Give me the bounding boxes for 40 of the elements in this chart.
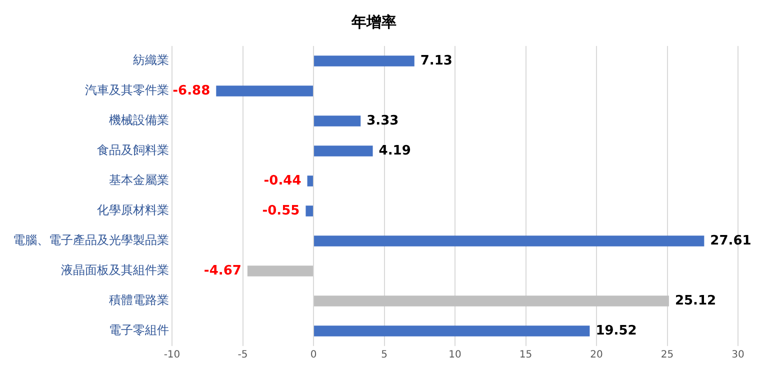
data-label: 7.13 [420, 53, 452, 68]
data-label: -6.88 [172, 83, 210, 98]
y-tick-label: 積體電路業 [109, 293, 169, 308]
data-label: 25.12 [674, 293, 716, 308]
bar [307, 176, 313, 186]
y-tick-label: 紡織業 [133, 53, 169, 68]
bar [314, 326, 590, 336]
y-tick-label: 液晶面板及其組件業 [61, 263, 169, 278]
bar [314, 116, 361, 126]
y-tick-label: 機械設備業 [109, 113, 169, 128]
bar [306, 206, 313, 216]
bar [314, 56, 414, 66]
bar [247, 266, 313, 276]
x-tick-label: 0 [310, 350, 317, 361]
x-tick-label: 20 [590, 350, 603, 361]
x-tick-label: 25 [660, 350, 674, 361]
y-tick-label: 化學原材料業 [97, 203, 169, 218]
bar [314, 146, 373, 156]
x-tick-label: -5 [238, 350, 248, 361]
x-tick-label: 5 [381, 350, 388, 361]
data-label: 3.33 [366, 113, 399, 128]
chart-title: 年增率 [350, 12, 396, 31]
x-tick-label: 10 [448, 350, 462, 361]
bar [314, 296, 669, 306]
data-label: 4.19 [378, 143, 411, 158]
bar [216, 86, 313, 96]
x-tick-label: -10 [164, 350, 180, 361]
data-label: -4.67 [204, 263, 242, 278]
bar [314, 236, 704, 246]
data-label: 27.61 [710, 233, 752, 248]
y-tick-label: 食品及飼料業 [97, 143, 169, 158]
y-tick-label: 汽車及其零件業 [85, 83, 169, 98]
data-label: 19.52 [596, 323, 637, 338]
y-tick-label: 電腦、電子產品及光學製品業 [13, 233, 169, 248]
data-label: -0.44 [264, 173, 302, 188]
data-label: -0.55 [262, 203, 300, 218]
y-tick-label: 電子零組件 [109, 323, 169, 338]
y-tick-label: 基本金屬業 [109, 173, 169, 188]
x-tick-label: 15 [519, 350, 532, 361]
x-tick-label: 30 [732, 350, 744, 361]
